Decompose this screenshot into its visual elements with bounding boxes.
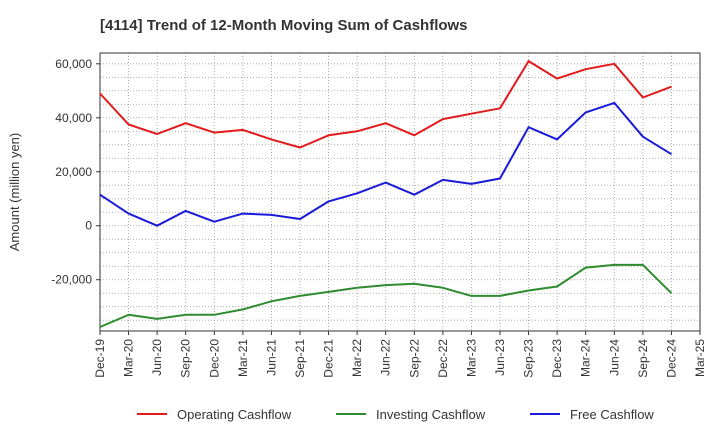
grid-lines bbox=[99, 53, 701, 331]
x-tick-label: Jun-24 bbox=[607, 339, 621, 376]
legend-label: Investing Cashflow bbox=[376, 407, 486, 422]
x-tick-label: Mar-21 bbox=[236, 339, 250, 377]
y-tick-label: -20,000 bbox=[51, 273, 92, 287]
x-tick-label: Sep-22 bbox=[407, 339, 421, 378]
x-tick-label: Dec-23 bbox=[550, 339, 564, 378]
x-axis-ticks: Dec-19 Mar-20 Jun-20 Sep-20 Dec-20 Mar-21 Jun-… bbox=[93, 331, 707, 378]
x-tick-label: Dec-21 bbox=[322, 339, 336, 378]
chart-title: [4114] Trend of 12-Month Moving Sum of C… bbox=[100, 17, 468, 34]
x-tick-label: Dec-19 bbox=[93, 339, 107, 378]
x-tick-label: Dec-20 bbox=[207, 339, 221, 378]
x-tick-label: Mar-22 bbox=[350, 339, 364, 377]
series-line-free-cashflow bbox=[99, 101, 672, 227]
series-line-investing-cashflow bbox=[99, 263, 673, 328]
x-tick-label: Dec-22 bbox=[436, 339, 450, 378]
x-tick-label: Mar-23 bbox=[464, 339, 478, 377]
legend-label: Operating Cashflow bbox=[177, 407, 292, 422]
x-tick-label: Jun-22 bbox=[379, 339, 393, 376]
y-tick-label: 60,000 bbox=[55, 57, 92, 71]
y-tick-label: 0 bbox=[85, 219, 92, 233]
y-axis-ticks: 60,000 40,000 20,000 0 -20,000 bbox=[51, 57, 100, 287]
x-tick-label: Sep-21 bbox=[293, 339, 307, 378]
x-tick-label: Mar-20 bbox=[122, 339, 136, 377]
x-tick-label: Mar-25 bbox=[693, 339, 707, 377]
x-tick-label: Jun-21 bbox=[264, 339, 278, 376]
plot-frame bbox=[99, 52, 701, 332]
series-layer bbox=[99, 60, 673, 328]
legend-label: Free Cashflow bbox=[570, 407, 654, 422]
x-tick-label: Dec-24 bbox=[664, 339, 678, 378]
x-tick-label: Jun-23 bbox=[493, 339, 507, 376]
x-tick-label: Sep-20 bbox=[179, 339, 193, 378]
legend: Operating Cashflow Investing Cashflow Free… bbox=[137, 407, 654, 422]
x-tick-label: Sep-24 bbox=[636, 339, 650, 378]
x-tick-label: Jun-20 bbox=[150, 339, 164, 376]
x-tick-label: Sep-23 bbox=[522, 339, 536, 378]
y-tick-label: 40,000 bbox=[55, 111, 92, 125]
x-tick-label: Mar-24 bbox=[579, 339, 593, 377]
series-line-operating-cashflow bbox=[99, 60, 672, 149]
y-tick-label: 20,000 bbox=[55, 165, 92, 179]
y-axis-label: Amount (million yen) bbox=[7, 133, 22, 252]
